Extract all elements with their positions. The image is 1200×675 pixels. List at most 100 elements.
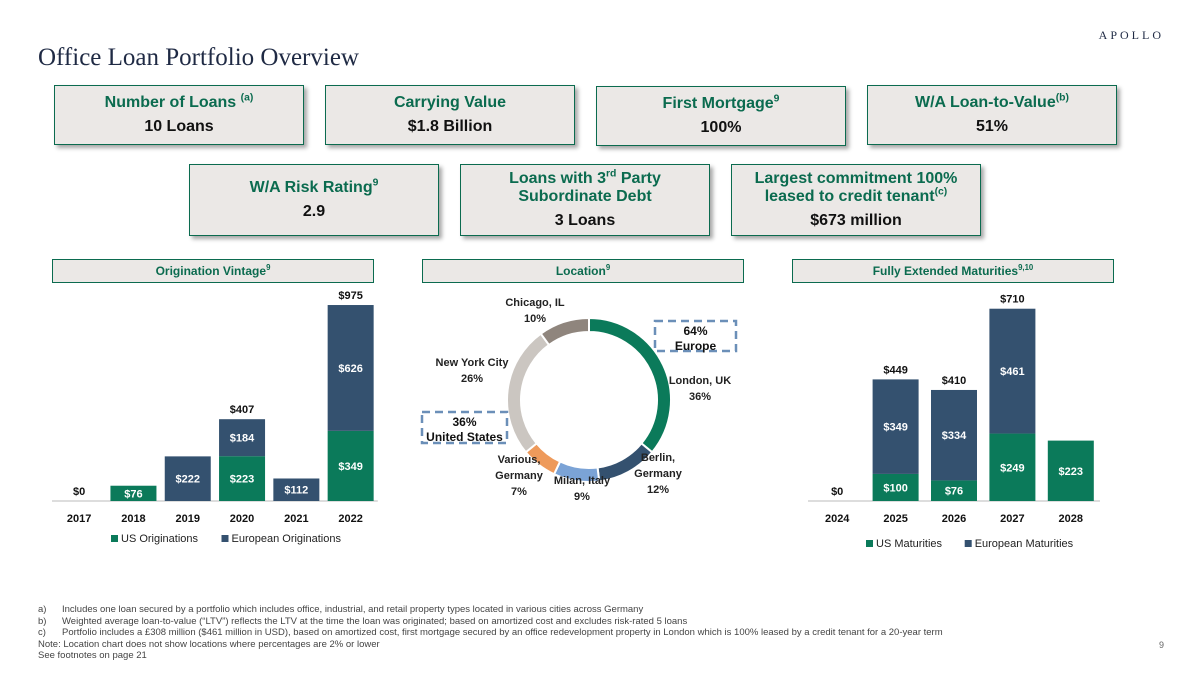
section-location: Location9 — [422, 259, 744, 283]
footnote-text: Includes one loan secured by a portfolio… — [62, 604, 644, 615]
note-location: Note: Location chart does not show locat… — [38, 639, 1038, 651]
section-label: Origination Vintage — [155, 264, 267, 278]
section-maturities: Fully Extended Maturities9,10 — [792, 259, 1114, 283]
footnote-key: a) — [38, 604, 47, 615]
slice-label-various: Various, — [498, 454, 541, 466]
bar-europe — [931, 389, 977, 481]
bar-us — [1047, 440, 1094, 501]
bar-us — [219, 456, 266, 501]
slice-label-milan: 9% — [574, 491, 590, 503]
bar-value-label: $626 — [338, 363, 362, 375]
section-label: Fully Extended Maturities — [872, 264, 1019, 278]
bar-value-label: $100 — [883, 482, 907, 494]
x-tick-label: 2026 — [942, 513, 966, 525]
callout-us-box — [420, 410, 509, 445]
bar-value-label: $349 — [883, 422, 907, 434]
legend-label: European Maturities — [975, 538, 1074, 550]
card-sup: (b) — [1055, 92, 1069, 104]
bar-europe — [989, 308, 1036, 434]
footnote-key: b) — [38, 615, 47, 627]
note-text: Note: Location chart does not show locat… — [38, 638, 380, 650]
callout-europe-pct: 64% — [683, 324, 707, 338]
footnote-text: Portfolio includes a £308 million ($461 … — [62, 627, 943, 638]
card-value: 51% — [975, 117, 1009, 135]
bar-europe — [273, 478, 320, 501]
card-wa-ltv: W/A Loan-to-Value(b) 51% — [867, 85, 1117, 145]
card-sup: rd — [606, 168, 617, 180]
card-risk-rating: W/A Risk Rating9 2.9 — [189, 164, 439, 236]
x-tick-label: 2021 — [284, 513, 308, 525]
card-label: Largest commitment 100% leased to credit… — [754, 169, 958, 205]
section-origination-vintage: Origination Vintage9 — [52, 259, 374, 283]
card-value: $673 million — [810, 211, 902, 229]
slice-label-berlin: Germany — [634, 468, 683, 480]
bar-us — [931, 480, 977, 501]
brand-logo: APOLLO — [1098, 28, 1164, 42]
bar-total-label: $449 — [883, 364, 907, 376]
legend-swatch-europe — [221, 535, 229, 542]
footnote-text: Weighted average loan-to-value (“LTV”) r… — [62, 615, 688, 627]
footnote-a: a) Includes one loan secured by a portfol… — [38, 604, 1038, 616]
card-label: First Mortgage — [662, 94, 774, 112]
slice-label-various: Germany — [495, 470, 544, 482]
bar-europe — [164, 456, 211, 501]
bar-value-label: $76 — [945, 486, 963, 498]
card-value: 3 Loans — [554, 211, 616, 229]
x-tick-label: 2022 — [338, 513, 362, 525]
x-tick-label: 2017 — [67, 513, 91, 525]
bar-value-label: $76 — [124, 488, 142, 500]
card-number-of-loans: Number of Loans (a) 10 Loans — [54, 85, 304, 145]
card-label: W/A Risk Rating — [249, 178, 373, 196]
card-subordinate-debt: Loans with 3rd Party Subordinate Debt 3 … — [460, 164, 710, 236]
card-sup: (a) — [240, 92, 254, 104]
x-tick-label: 2028 — [1059, 513, 1083, 525]
x-tick-label: 2027 — [1000, 513, 1024, 525]
footnote-c: c) Portfolio includes a £308 million ($46… — [38, 627, 1038, 639]
slice-label-various: 7% — [511, 486, 527, 498]
slice-label-chicago: 10% — [524, 313, 546, 325]
footnote-key: c) — [38, 627, 46, 638]
x-tick-label: 2018 — [121, 513, 145, 525]
legend-swatch-us — [866, 540, 873, 547]
donut-slice — [506, 332, 551, 454]
bar-us — [989, 433, 1036, 501]
bar-value-label: $184 — [230, 433, 255, 445]
bar-total-label: $710 — [1000, 294, 1024, 306]
card-sup: 9 — [773, 93, 780, 105]
section-sup: 9 — [266, 263, 271, 272]
bar-value-label: $334 — [942, 430, 967, 442]
bar-total-label: $0 — [831, 486, 843, 498]
donut-slice — [539, 316, 590, 347]
card-label: Loans with 3 — [509, 169, 607, 187]
card-sup: 9 — [372, 177, 379, 189]
bar-value-label: $222 — [176, 474, 200, 486]
card-carrying-value: Carrying Value $1.8 Billion — [325, 85, 575, 145]
card-value: 10 Loans — [144, 117, 214, 135]
footnotes: a) Includes one loan secured by a portfol… — [38, 604, 1038, 662]
legend-label: US Maturities — [876, 538, 943, 550]
bar-total-label: $407 — [230, 404, 254, 416]
slice-label-chicago: Chicago, IL — [505, 297, 565, 309]
bar-value-label: $461 — [1000, 366, 1024, 378]
card-value: $1.8 Billion — [407, 117, 493, 135]
card-sup: (c) — [934, 186, 948, 198]
bar-us — [110, 485, 157, 501]
bar-europe — [219, 419, 266, 457]
note-text: See footnotes on page 21 — [38, 650, 147, 661]
legend-label: European Originations — [232, 533, 342, 545]
footnote-b: b) Weighted average loan-to-value (“LTV”)… — [38, 616, 1038, 628]
slice-label-nyc: 26% — [461, 373, 483, 385]
card-label: Number of Loans — [104, 93, 237, 111]
bar-us — [327, 430, 374, 501]
bar-value-label: $223 — [1059, 466, 1083, 478]
bar-total-label: $975 — [338, 290, 362, 302]
bar-total-label: $410 — [942, 375, 966, 387]
bar-europe — [872, 379, 919, 474]
page-number: 9 — [1158, 640, 1164, 650]
x-tick-label: 2019 — [176, 513, 200, 525]
bar-value-label: $223 — [230, 474, 254, 486]
x-tick-label: 2020 — [230, 513, 254, 525]
callout-europe-region: Europe — [675, 339, 717, 353]
callout-europe-box — [653, 319, 738, 353]
slice-label-berlin: Berlin, — [641, 452, 675, 464]
